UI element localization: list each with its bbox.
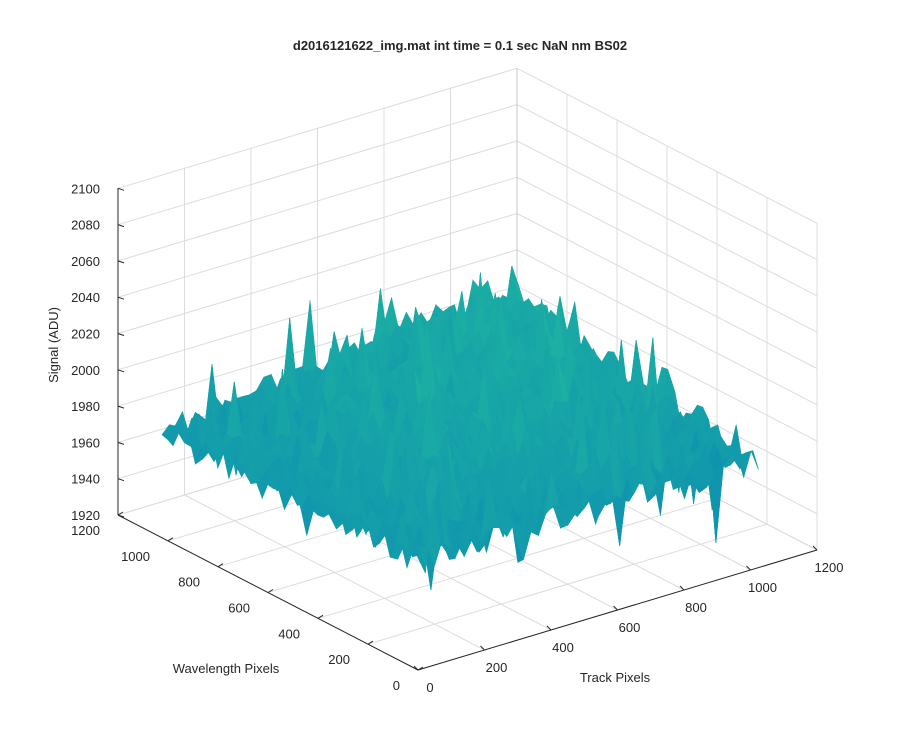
x-tick-mark [413,665,419,671]
grid-line-z-right-wall [516,140,818,297]
x-tick-mark [480,645,485,651]
y-tick-label: 1200 [71,523,100,538]
y-tick-mark [367,640,374,645]
z-tick-label: 1960 [71,435,100,450]
z-tick-mark [117,260,125,264]
y-tick-mark [167,537,174,542]
x-tick-label: 1000 [748,580,777,595]
z-tick-label: 1980 [71,399,100,414]
z-tick-label: 2000 [71,363,100,378]
z-tick-label: 2020 [71,327,100,342]
y-tick-mark [417,666,424,671]
z-tick-mark [117,478,125,482]
z-tick-mark [117,369,125,373]
x-tick-mark [746,565,751,571]
y-tick-label: 0 [393,678,400,693]
grid-line-z-left-wall [117,249,518,371]
x-tick-mark [613,605,618,611]
grid-line-z-left-wall [117,67,518,189]
z-tick-mark [117,405,125,409]
y-tick-label: 600 [228,601,250,616]
x-tick-label: 1200 [815,560,844,575]
z-tick-label: 1920 [71,508,100,523]
axes [117,187,818,671]
x-tick-mark [679,585,685,591]
grid-line-z-left-wall [117,140,518,262]
z-tick-mark [117,224,125,228]
y-axis-label: Wavelength Pixels [173,661,280,676]
grid-line-z-left-wall [117,213,518,334]
x-tick-label: 0 [426,680,433,695]
x-tick-label: 200 [486,660,508,675]
grid-line-y-floor [367,523,768,645]
surface-mesh [161,265,759,591]
grid-line-z-right-wall [516,213,818,369]
grid-line-z-right-wall [516,67,818,224]
y-tick-mark [317,614,324,619]
z-tick-label: 2040 [71,290,100,305]
grid-line-z-right-wall [516,249,818,406]
z-tick-label: 1940 [71,472,100,487]
x-tick-label: 400 [552,640,574,655]
y-tick-mark [117,511,124,516]
z-tick-mark [117,296,125,300]
z-tick-label: 2060 [71,254,100,269]
z-tick-mark [117,333,125,336]
z-axis-label: Signal (ADU) [46,307,61,383]
x-tick-mark [546,625,552,631]
x-tick-label: 600 [619,620,641,635]
y-tick-label: 200 [328,652,350,667]
chart-title: d2016121622_img.mat int time = 0.1 sec N… [293,38,627,53]
z-tick-label: 2080 [71,218,100,233]
tick-labels: 0 200 400 600 800 1000 1200 0 200 400 600 800 1000 12… [71,181,843,695]
y-tick-mark [267,589,274,593]
z-tick-mark [117,514,125,518]
z-tick-mark [117,187,125,191]
grid-line-z-right-wall [516,176,818,333]
grid-line-z-left-wall [117,104,518,226]
x-tick-label: 800 [685,600,707,615]
y-tick-label: 400 [278,626,300,641]
y-tick-label: 800 [178,575,200,590]
x-axis-label: Track Pixels [580,670,651,685]
grid-line-z-right-wall [516,104,818,261]
grid-line-z-right-wall [516,285,818,442]
y-tick-mark [217,563,224,568]
z-tick-mark [117,441,125,445]
x-tick-mark [812,545,818,551]
y-tick-label: 1000 [121,549,150,564]
surface-patch [412,543,426,574]
grid-line-z-left-wall [117,176,518,298]
grid-line-z-left-wall [117,285,518,407]
z-tick-label: 2100 [71,181,100,196]
